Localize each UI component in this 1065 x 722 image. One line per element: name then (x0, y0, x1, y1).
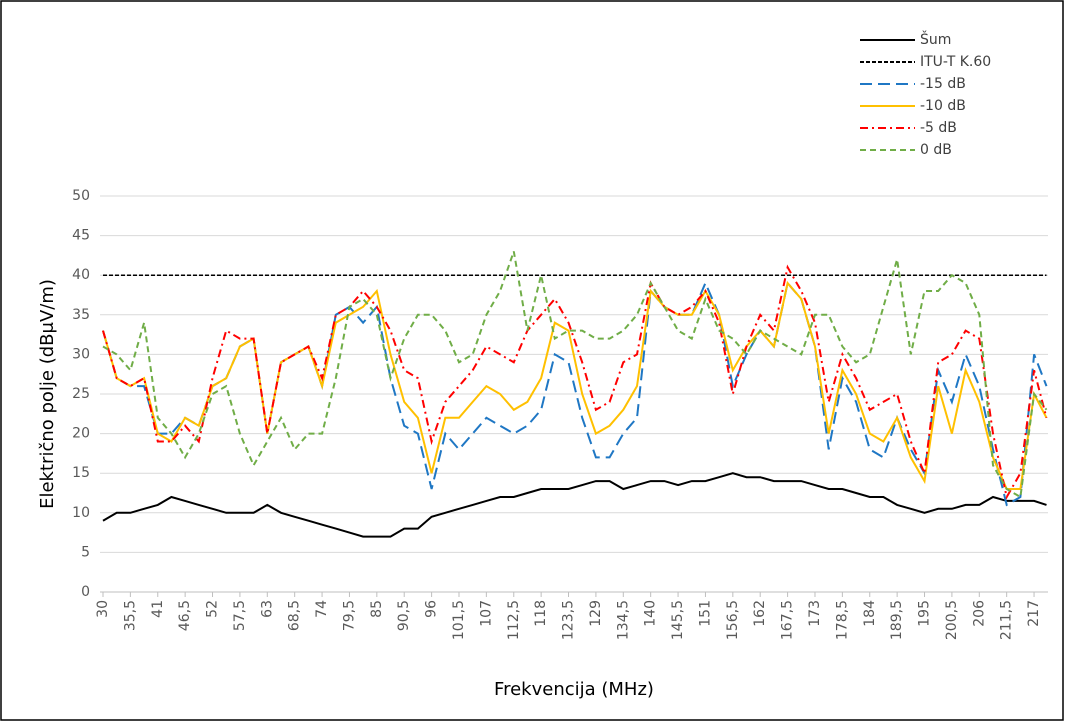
legend-label: -15 dB (920, 76, 966, 92)
x-tick-label: 107 (478, 600, 494, 627)
x-tick-label: 41 (150, 600, 166, 618)
x-tick-label: 189,5 (889, 600, 905, 640)
x-tick-label: 200,5 (944, 600, 960, 640)
x-tick-label: 178,5 (834, 600, 850, 640)
x-tick-label: 30 (95, 600, 111, 618)
x-tick-label: 162 (752, 600, 768, 627)
y-axis-title: Električno polje (dBμV/m) (37, 279, 58, 509)
x-axis-title: Frekvencija (MHz) (494, 679, 654, 700)
y-tick-label: 30 (72, 346, 90, 362)
legend-label: -5 dB (920, 120, 957, 136)
x-tick-label: 85 (369, 600, 385, 618)
x-tick-label: 46,5 (177, 600, 193, 631)
y-tick-label: 0 (81, 584, 90, 600)
x-tick-label: 184 (862, 600, 878, 627)
x-tick-label: 206 (971, 600, 987, 627)
y-tick-label: 5 (81, 544, 90, 560)
x-tick-label: 156,5 (725, 600, 741, 640)
x-tick-label: 52 (205, 600, 221, 618)
x-tick-label: 129 (588, 600, 604, 627)
x-tick-label: 35,5 (122, 600, 138, 631)
x-tick-label: 211,5 (999, 600, 1015, 640)
x-tick-label: 118 (533, 600, 549, 627)
x-tick-label: 134,5 (615, 600, 631, 640)
x-tick-label: 195 (917, 600, 933, 627)
x-tick-label: 101,5 (451, 600, 467, 640)
x-tick-label: 74 (314, 600, 330, 618)
x-tick-label: 145,5 (670, 600, 686, 640)
legend-label: -10 dB (920, 98, 966, 114)
x-tick-label: 112,5 (506, 600, 522, 640)
legend-label: 0 dB (920, 142, 952, 158)
x-tick-label: 217 (1026, 600, 1042, 627)
y-tick-label: 20 (72, 426, 90, 442)
x-tick-label: 167,5 (780, 600, 796, 640)
series-line (102, 472, 1047, 538)
x-tick-label: 90,5 (396, 600, 412, 631)
x-tick-label: 173 (807, 600, 823, 627)
series-line (102, 251, 1048, 499)
y-tick-label: 10 (72, 505, 90, 521)
y-tick-label: 35 (72, 307, 90, 323)
legend-label: ITU-T K.60 (920, 54, 991, 70)
y-tick-label: 40 (72, 267, 90, 283)
y-tick-label: 45 (72, 228, 90, 244)
legend-label: Šum (920, 30, 951, 48)
x-tick-label: 57,5 (232, 600, 248, 631)
y-tick-label: 15 (72, 465, 90, 481)
x-tick-label: 96 (424, 600, 440, 618)
x-tick-label: 151 (697, 600, 713, 627)
x-tick-label: 63 (259, 600, 275, 618)
x-tick-label: 79,5 (341, 600, 357, 631)
y-tick-label: 50 (72, 188, 90, 204)
y-tick-label: 25 (72, 386, 90, 402)
x-tick-label: 123,5 (561, 600, 577, 640)
x-tick-label: 68,5 (287, 600, 303, 631)
series-line (102, 264, 1048, 500)
series-line (102, 280, 1048, 490)
x-tick-label: 140 (643, 600, 659, 627)
